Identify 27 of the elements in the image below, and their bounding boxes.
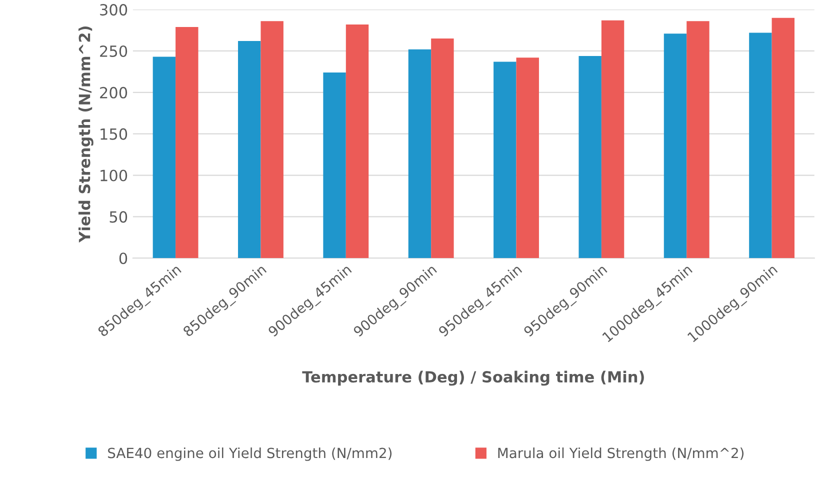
y-tick-label: 300: [100, 4, 128, 16]
y-tick-label: 0: [119, 252, 128, 264]
bar: [772, 18, 795, 258]
legend-label: Marula oil Yield Strength (N/mm^2): [498, 447, 744, 461]
bar: [238, 41, 261, 258]
bar: [408, 49, 432, 258]
y-axis-title: Yield Strength (N/mm^2): [78, 26, 94, 243]
y-tick-label: 200: [100, 86, 128, 98]
bar: [494, 62, 516, 258]
y-tick-label: 100: [100, 170, 128, 182]
bar: [431, 38, 454, 258]
legend-label: SAE40 engine oil Yield Strength (N/mm2): [108, 447, 392, 461]
bar: [260, 21, 284, 258]
bar: [749, 32, 772, 258]
bar: [152, 56, 176, 258]
y-tick-label: 150: [100, 128, 128, 140]
bar: [578, 56, 602, 258]
bar: [346, 24, 369, 258]
y-tick-label: 250: [100, 45, 128, 58]
x-axis-title: Temperature (Deg) / Soaking time (Min): [302, 370, 644, 386]
bar: [516, 58, 539, 258]
bar: [176, 26, 198, 258]
bar: [323, 72, 346, 258]
y-tick-label: 50: [110, 211, 128, 223]
bar: [686, 21, 710, 258]
bar: [664, 34, 687, 258]
bar: [601, 20, 624, 258]
